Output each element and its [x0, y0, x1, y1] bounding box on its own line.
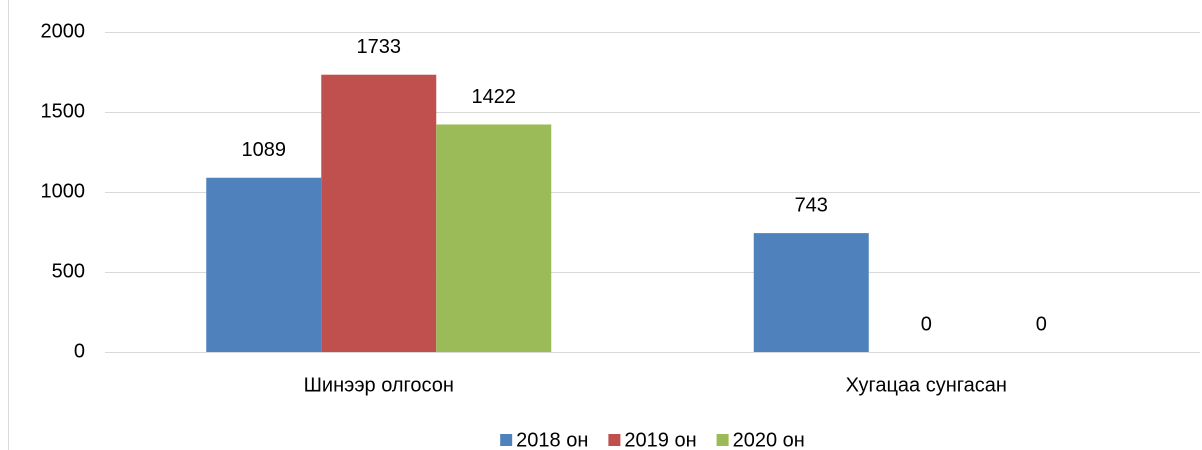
- legend-swatch: [608, 434, 621, 446]
- bar: [206, 177, 322, 352]
- y-tick-label: 0: [74, 340, 85, 362]
- data-label: 743: [795, 194, 828, 216]
- bar: [436, 124, 552, 352]
- x-tick-label: Шинээр олгосон: [304, 374, 454, 396]
- data-label: 1733: [357, 36, 402, 58]
- legend-label: 2020 он: [733, 429, 805, 450]
- legend-label: 2019 он: [624, 429, 696, 450]
- legend-label: 2018 он: [516, 429, 588, 450]
- data-label: 0: [1036, 313, 1047, 335]
- bar: [753, 233, 869, 352]
- y-tick-label: 1000: [41, 180, 86, 202]
- y-tick-label: 2000: [41, 20, 86, 42]
- bar: [321, 74, 437, 352]
- legend-swatch: [500, 434, 513, 446]
- x-tick-label: Хугацаа сунгасан: [846, 374, 1007, 396]
- data-label: 1089: [242, 139, 287, 161]
- data-label: 1422: [472, 86, 517, 108]
- y-tick-label: 1500: [41, 100, 86, 122]
- data-label: 0: [921, 313, 932, 335]
- y-tick-label: 500: [52, 260, 85, 282]
- legend-swatch: [716, 434, 729, 446]
